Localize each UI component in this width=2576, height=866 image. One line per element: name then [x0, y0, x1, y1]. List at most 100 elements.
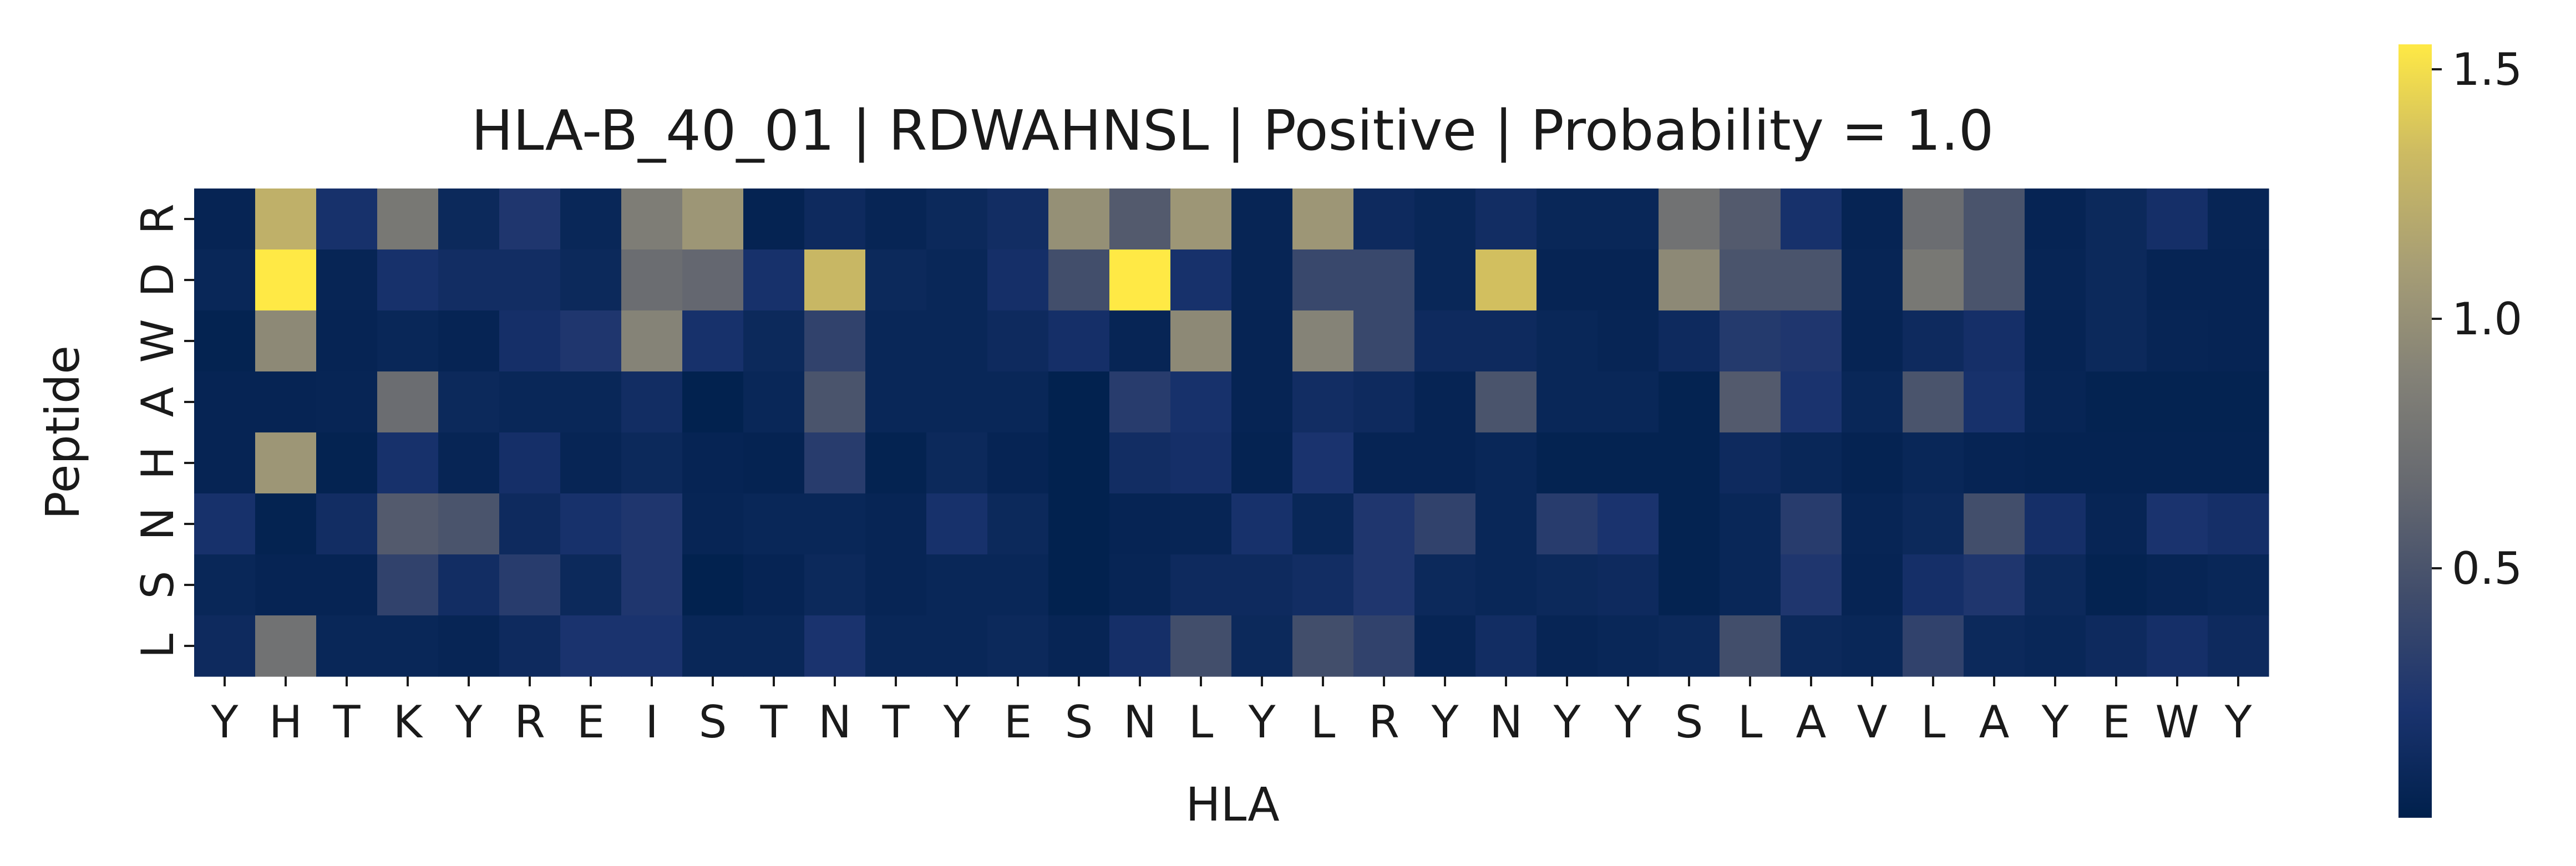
heatmap-cell — [1414, 310, 1476, 372]
heatmap-cell — [438, 493, 500, 555]
heatmap-cell — [438, 554, 500, 616]
heatmap-cell — [560, 554, 622, 616]
x-tick-label: W — [2155, 696, 2199, 748]
heatmap-cell — [743, 554, 805, 616]
heatmap-cell — [194, 432, 256, 494]
heatmap-cell — [1475, 432, 1537, 494]
heatmap-cell — [1659, 432, 1720, 494]
heatmap-cell — [1231, 432, 1293, 494]
heatmap-cell — [1475, 371, 1537, 433]
x-tick-label: Y — [455, 696, 483, 748]
heatmap-cell — [2086, 615, 2147, 677]
heatmap-cell — [1475, 493, 1537, 555]
heatmap-cell — [1414, 189, 1476, 250]
heatmap-cell — [1659, 310, 1720, 372]
heatmap-cell — [804, 493, 866, 555]
heatmap-cell — [1170, 493, 1232, 555]
heatmap-cell — [2208, 615, 2269, 677]
heatmap-cell — [1292, 249, 1354, 311]
heatmap-cell — [560, 249, 622, 311]
heatmap-cell — [621, 554, 683, 616]
heatmap-cell — [682, 249, 744, 311]
heatmap-cell — [377, 310, 439, 372]
x-tick-label: R — [514, 696, 545, 748]
heatmap-cell — [987, 371, 1049, 433]
heatmap-cell — [1598, 249, 1659, 311]
colorbar-tick-label: 0.5 — [2452, 543, 2522, 594]
heatmap-cell — [194, 249, 256, 311]
heatmap-cell — [865, 432, 927, 494]
heatmap-cell — [560, 310, 622, 372]
heatmap-cell — [1842, 371, 1903, 433]
heatmap-cell — [1292, 615, 1354, 677]
heatmap-cell — [316, 249, 378, 311]
heatmap-cell — [1231, 249, 1293, 311]
heatmap-cell — [1659, 371, 1720, 433]
heatmap-cell — [2025, 310, 2086, 372]
x-tick-label: R — [1368, 696, 1399, 748]
heatmap-cell — [987, 432, 1049, 494]
heatmap-cell — [1231, 189, 1293, 250]
heatmap-cell — [1170, 371, 1232, 433]
heatmap-cell — [682, 554, 744, 616]
heatmap-cell — [377, 554, 439, 616]
heatmap-cell — [1903, 371, 1964, 433]
x-tick-label: E — [577, 696, 605, 748]
heatmap-cell — [2025, 249, 2086, 311]
heatmap-cell — [1292, 432, 1354, 494]
heatmap-cell — [1659, 189, 1720, 250]
heatmap-cell — [2025, 554, 2086, 616]
heatmap-cell — [1964, 554, 2025, 616]
heatmap-cell — [1109, 310, 1171, 372]
heatmap-cell — [743, 371, 805, 433]
heatmap-cell — [316, 310, 378, 372]
heatmap-cell — [438, 432, 500, 494]
heatmap-cell — [1292, 493, 1354, 555]
heatmap-cell — [1292, 189, 1354, 250]
heatmap-cell — [1170, 432, 1232, 494]
heatmap-cell — [1842, 249, 1903, 311]
heatmap-cell — [987, 615, 1049, 677]
y-tick-label: L — [132, 633, 184, 658]
heatmap-cell — [804, 249, 866, 311]
heatmap-cell — [1720, 310, 1781, 372]
heatmap-cell — [438, 249, 500, 311]
heatmap-cell — [1353, 249, 1415, 311]
heatmap-cell — [1292, 371, 1354, 433]
heatmap-cell — [926, 249, 988, 311]
x-tick-label: S — [699, 696, 727, 748]
x-tick-label: Y — [2041, 696, 2070, 748]
heatmap-cell — [1781, 249, 1842, 311]
x-tick-label: N — [1123, 696, 1157, 748]
heatmap-cell — [926, 371, 988, 433]
heatmap-cell — [1475, 310, 1537, 372]
heatmap-cell — [2147, 493, 2208, 555]
heatmap-cell — [1537, 554, 1598, 616]
heatmap-cell — [1903, 432, 1964, 494]
heatmap-cell — [1720, 432, 1781, 494]
heatmap-cell — [1537, 615, 1598, 677]
heatmap-cell — [316, 615, 378, 677]
heatmap-cell — [804, 371, 866, 433]
heatmap-cell — [1353, 189, 1415, 250]
heatmap-cell — [1353, 310, 1415, 372]
heatmap-cell — [1781, 189, 1842, 250]
heatmap-cell — [1353, 432, 1415, 494]
heatmap-cell — [1903, 310, 1964, 372]
heatmap-cell — [560, 189, 622, 250]
heatmap-cell — [1109, 371, 1171, 433]
x-tick-label: T — [760, 696, 788, 748]
heatmap-cell — [865, 310, 927, 372]
heatmap-cell — [438, 310, 500, 372]
heatmap-cell — [194, 189, 256, 250]
heatmap-cell — [1414, 493, 1476, 555]
x-tick-label: L — [1311, 696, 1336, 748]
heatmap-cell — [1964, 249, 2025, 311]
x-tick-label: Y — [943, 696, 971, 748]
heatmap-cell — [1414, 615, 1476, 677]
heatmap-cell — [1170, 249, 1232, 311]
heatmap-cell — [1170, 615, 1232, 677]
y-tick-label: R — [132, 203, 184, 235]
y-tick-label: H — [132, 446, 184, 480]
x-tick-label: A — [1979, 696, 2010, 748]
